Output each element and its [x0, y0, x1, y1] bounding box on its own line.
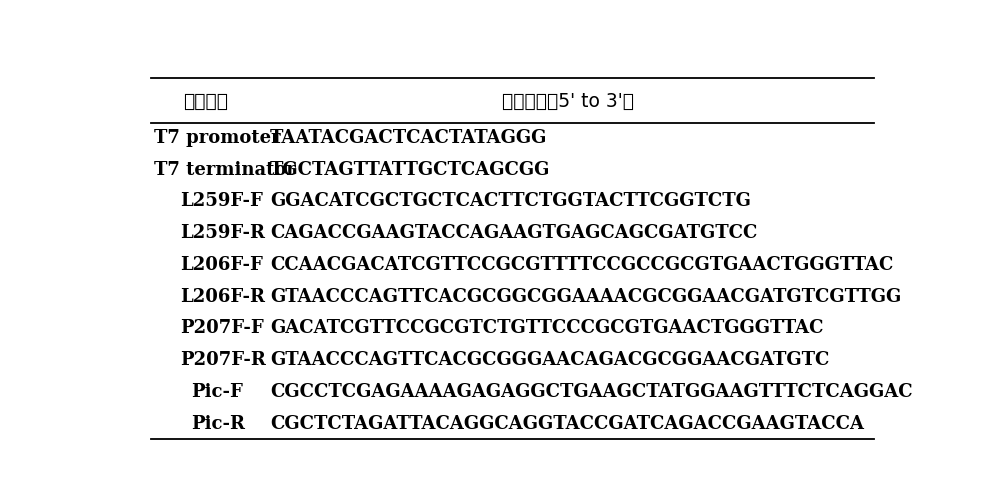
Text: GACATCGTTCCGCGTCTGTTCCCGCGTGAACTGGGTTAC: GACATCGTTCCGCGTCTGTTCCCGCGTGAACTGGGTTAC — [270, 319, 823, 338]
Text: L259F-F: L259F-F — [180, 192, 263, 210]
Text: 引物序列（5' to 3'）: 引物序列（5' to 3'） — [502, 92, 634, 111]
Text: GTAACCCAGTTCACGCGGCGGAAAACGCGGAACGATGTCGTTGG: GTAACCCAGTTCACGCGGCGGAAAACGCGGAACGATGTCG… — [270, 288, 901, 306]
Text: L259F-R: L259F-R — [180, 224, 265, 242]
Text: 引物名称: 引物名称 — [183, 92, 228, 111]
Text: TGCTAGTTATTGCTCAGCGG: TGCTAGTTATTGCTCAGCGG — [270, 160, 550, 179]
Text: CCAACGACATCGTTCCGCGTTTTCCGCCGCGTGAACTGGGTTAC: CCAACGACATCGTTCCGCGTTTTCCGCCGCGTGAACTGGG… — [270, 256, 893, 274]
Text: L206F-F: L206F-F — [180, 256, 263, 274]
Text: P207F-F: P207F-F — [180, 319, 264, 338]
Text: L206F-R: L206F-R — [180, 288, 265, 306]
Text: Pic-R: Pic-R — [191, 414, 245, 433]
Text: TAATACGACTCACTATAGGG: TAATACGACTCACTATAGGG — [270, 129, 547, 147]
Text: CAGACCGAAGTACCAGAAGTGAGCAGCGATGTCC: CAGACCGAAGTACCAGAAGTGAGCAGCGATGTCC — [270, 224, 757, 242]
Text: CGCTCTAGATTACAGGCAGGTACCGATCAGACCGAAGTACCA: CGCTCTAGATTACAGGCAGGTACCGATCAGACCGAAGTAC… — [270, 414, 864, 433]
Text: GTAACCCAGTTCACGCGGGAACAGACGCGGAACGATGTC: GTAACCCAGTTCACGCGGGAACAGACGCGGAACGATGTC — [270, 351, 829, 369]
Text: Pic-F: Pic-F — [191, 383, 243, 401]
Text: T7 promoter: T7 promoter — [154, 129, 281, 147]
Text: T7 terminator: T7 terminator — [154, 160, 296, 179]
Text: P207F-R: P207F-R — [180, 351, 266, 369]
Text: GGACATCGCTGCTCACTTCTGGTACTTCGGTCTG: GGACATCGCTGCTCACTTCTGGTACTTCGGTCTG — [270, 192, 751, 210]
Text: CGCCTCGAGAAAAGAGAGGCTGAAGCTATGGAAGTTTCTCAGGAC: CGCCTCGAGAAAAGAGAGGCTGAAGCTATGGAAGTTTCTC… — [270, 383, 913, 401]
